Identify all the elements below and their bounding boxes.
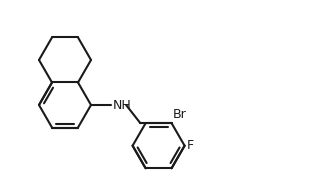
Text: NH: NH [113,98,132,111]
Text: F: F [187,139,194,152]
Text: Br: Br [173,108,186,121]
